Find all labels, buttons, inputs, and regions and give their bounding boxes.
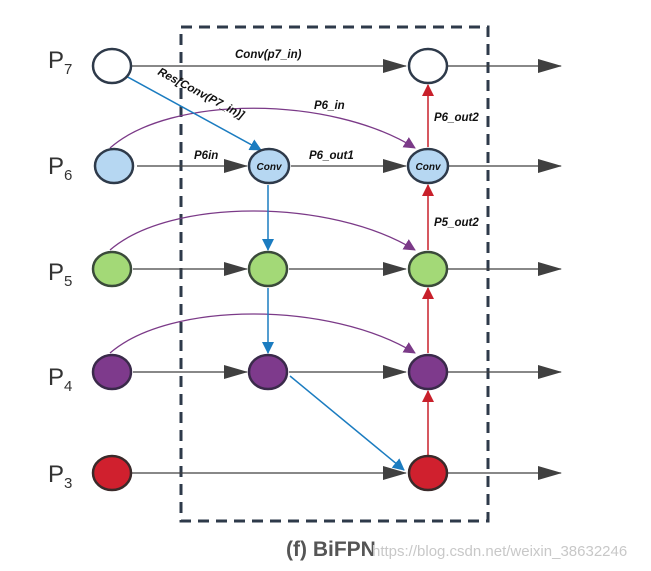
figure-caption: (f) BiFPN bbox=[286, 538, 376, 561]
bifpn-dashed-box bbox=[179, 25, 490, 523]
p4-output-node bbox=[407, 353, 449, 391]
level-label-p7: P7 bbox=[48, 47, 72, 78]
p7-resize-label: Res[Conv(P7_in)] bbox=[156, 66, 247, 122]
p4-input-node bbox=[91, 353, 133, 391]
level-label-p5: P5 bbox=[48, 259, 72, 290]
level-label-p4: P4 bbox=[48, 364, 72, 395]
p3-input-node bbox=[91, 454, 133, 492]
p5-output-node bbox=[407, 250, 449, 288]
p5-input-node bbox=[91, 250, 133, 288]
p7-output-node bbox=[407, 47, 449, 85]
p7-input-node bbox=[91, 47, 133, 85]
top-down-arrows bbox=[123, 74, 405, 471]
level-label-p6: P6 bbox=[48, 153, 72, 184]
p6-td-node-label: Conv bbox=[257, 162, 283, 173]
lateral-arrows bbox=[131, 59, 562, 480]
p6-output-node-label: Conv bbox=[416, 162, 442, 173]
p6-out1-label: P6_out1 bbox=[309, 150, 354, 162]
p6-out2-label: P6_out2 bbox=[434, 112, 479, 124]
level-label-p3: P3 bbox=[48, 461, 72, 492]
p6-skip-arrow bbox=[109, 107, 416, 149]
p6-input-node bbox=[93, 147, 135, 185]
p5-out2-label: P5_out2 bbox=[434, 217, 479, 229]
p4-td-to-p3-out-arrow bbox=[289, 375, 405, 471]
p5-td-node bbox=[247, 250, 289, 288]
watermark: https://blog.csdn.net/weixin_38632246 bbox=[372, 543, 627, 560]
p6-output-node bbox=[406, 147, 450, 185]
p6-in-label: P6in bbox=[194, 150, 218, 162]
nodes bbox=[91, 47, 450, 492]
p5-skip-arrow bbox=[109, 210, 416, 251]
skip-arrows bbox=[109, 107, 416, 354]
p7-conv-label: Conv(p7_in) bbox=[235, 49, 302, 61]
p7-to-p6-td-arrow bbox=[123, 74, 262, 151]
p6-in-skip-label: P6_in bbox=[314, 100, 345, 112]
p4-skip-arrow bbox=[109, 313, 416, 354]
p6-td-node bbox=[247, 147, 291, 185]
p4-td-node bbox=[247, 353, 289, 391]
p3-output-node bbox=[407, 454, 449, 492]
